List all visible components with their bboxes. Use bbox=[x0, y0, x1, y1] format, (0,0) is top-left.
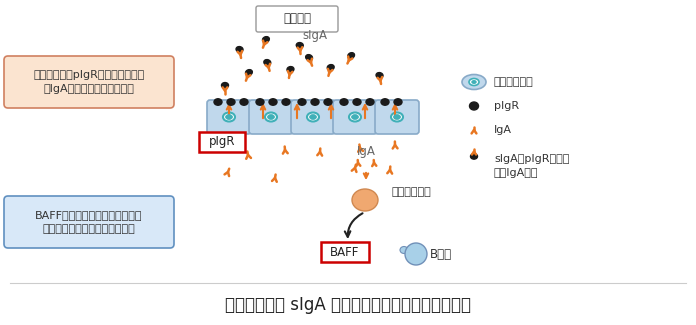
Text: BAFF: BAFF bbox=[331, 245, 360, 258]
Ellipse shape bbox=[471, 80, 477, 84]
Ellipse shape bbox=[310, 114, 317, 120]
FancyBboxPatch shape bbox=[291, 100, 335, 134]
Ellipse shape bbox=[311, 99, 319, 105]
Ellipse shape bbox=[376, 72, 383, 78]
Ellipse shape bbox=[240, 99, 248, 105]
Ellipse shape bbox=[340, 99, 348, 105]
Ellipse shape bbox=[391, 112, 403, 122]
Ellipse shape bbox=[287, 67, 294, 72]
FancyBboxPatch shape bbox=[4, 56, 174, 108]
Text: 運び屋分子（pIgR）を増やすこと
でIgA抗体の輸送力を上げる: 運び屋分子（pIgR）を増やすこと でIgA抗体の輸送力を上げる bbox=[33, 70, 145, 94]
FancyBboxPatch shape bbox=[256, 6, 338, 32]
Ellipse shape bbox=[400, 246, 408, 254]
FancyArrowPatch shape bbox=[345, 213, 363, 237]
Text: 図１　腸管内 sIgA 抗体量を維持するためのしくみ: 図１ 腸管内 sIgA 抗体量を維持するためのしくみ bbox=[225, 296, 471, 314]
Ellipse shape bbox=[256, 99, 264, 105]
Ellipse shape bbox=[349, 112, 361, 122]
Ellipse shape bbox=[265, 112, 277, 122]
Ellipse shape bbox=[262, 37, 269, 42]
Ellipse shape bbox=[214, 99, 222, 105]
Ellipse shape bbox=[306, 55, 313, 60]
Ellipse shape bbox=[296, 43, 303, 48]
Ellipse shape bbox=[227, 99, 235, 105]
Text: sIgA：pIgRと結合
したIgA抗体: sIgA：pIgRと結合 したIgA抗体 bbox=[494, 154, 569, 178]
Ellipse shape bbox=[351, 114, 358, 120]
Ellipse shape bbox=[324, 99, 332, 105]
Ellipse shape bbox=[226, 114, 232, 120]
FancyBboxPatch shape bbox=[249, 100, 293, 134]
Ellipse shape bbox=[267, 114, 274, 120]
Ellipse shape bbox=[394, 99, 402, 105]
Ellipse shape bbox=[282, 99, 290, 105]
Ellipse shape bbox=[462, 74, 486, 89]
Ellipse shape bbox=[353, 99, 361, 105]
Ellipse shape bbox=[264, 59, 271, 65]
Ellipse shape bbox=[221, 83, 228, 88]
FancyBboxPatch shape bbox=[207, 100, 251, 134]
Ellipse shape bbox=[469, 79, 479, 85]
Ellipse shape bbox=[269, 99, 277, 105]
Text: sIgA: sIgA bbox=[303, 30, 328, 43]
Text: IgA: IgA bbox=[356, 146, 375, 159]
FancyBboxPatch shape bbox=[375, 100, 419, 134]
FancyBboxPatch shape bbox=[4, 196, 174, 248]
FancyBboxPatch shape bbox=[321, 242, 369, 262]
Ellipse shape bbox=[366, 99, 374, 105]
Ellipse shape bbox=[327, 65, 334, 70]
FancyBboxPatch shape bbox=[333, 100, 377, 134]
Text: 腸管上皮細胞: 腸管上皮細胞 bbox=[494, 77, 534, 87]
Ellipse shape bbox=[352, 189, 378, 211]
FancyBboxPatch shape bbox=[199, 132, 245, 152]
Ellipse shape bbox=[405, 243, 427, 265]
Ellipse shape bbox=[236, 46, 243, 52]
Text: IgA: IgA bbox=[494, 125, 512, 135]
Text: pIgR: pIgR bbox=[494, 101, 519, 111]
Text: 腸管内部: 腸管内部 bbox=[283, 12, 311, 25]
Ellipse shape bbox=[307, 112, 319, 122]
Ellipse shape bbox=[223, 112, 235, 122]
Ellipse shape bbox=[470, 154, 477, 159]
Text: BAFFを介して、抗体産生細胞を
活性化し、抗体産生力を増やす: BAFFを介して、抗体産生細胞を 活性化し、抗体産生力を増やす bbox=[35, 210, 143, 234]
Ellipse shape bbox=[246, 70, 253, 75]
Text: 抗体産生細胞: 抗体産生細胞 bbox=[392, 187, 432, 197]
Text: B細胞: B細胞 bbox=[430, 248, 452, 261]
Ellipse shape bbox=[348, 53, 354, 58]
Ellipse shape bbox=[298, 99, 306, 105]
Ellipse shape bbox=[470, 102, 479, 110]
Ellipse shape bbox=[393, 114, 400, 120]
Ellipse shape bbox=[381, 99, 389, 105]
Text: pIgR: pIgR bbox=[209, 136, 235, 149]
